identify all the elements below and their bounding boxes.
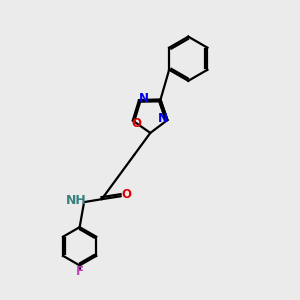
Text: N: N <box>158 112 168 125</box>
Text: NH: NH <box>66 194 87 207</box>
Text: N: N <box>139 92 149 105</box>
Text: O: O <box>121 188 131 201</box>
Text: O: O <box>131 117 141 130</box>
Text: F: F <box>76 266 84 278</box>
